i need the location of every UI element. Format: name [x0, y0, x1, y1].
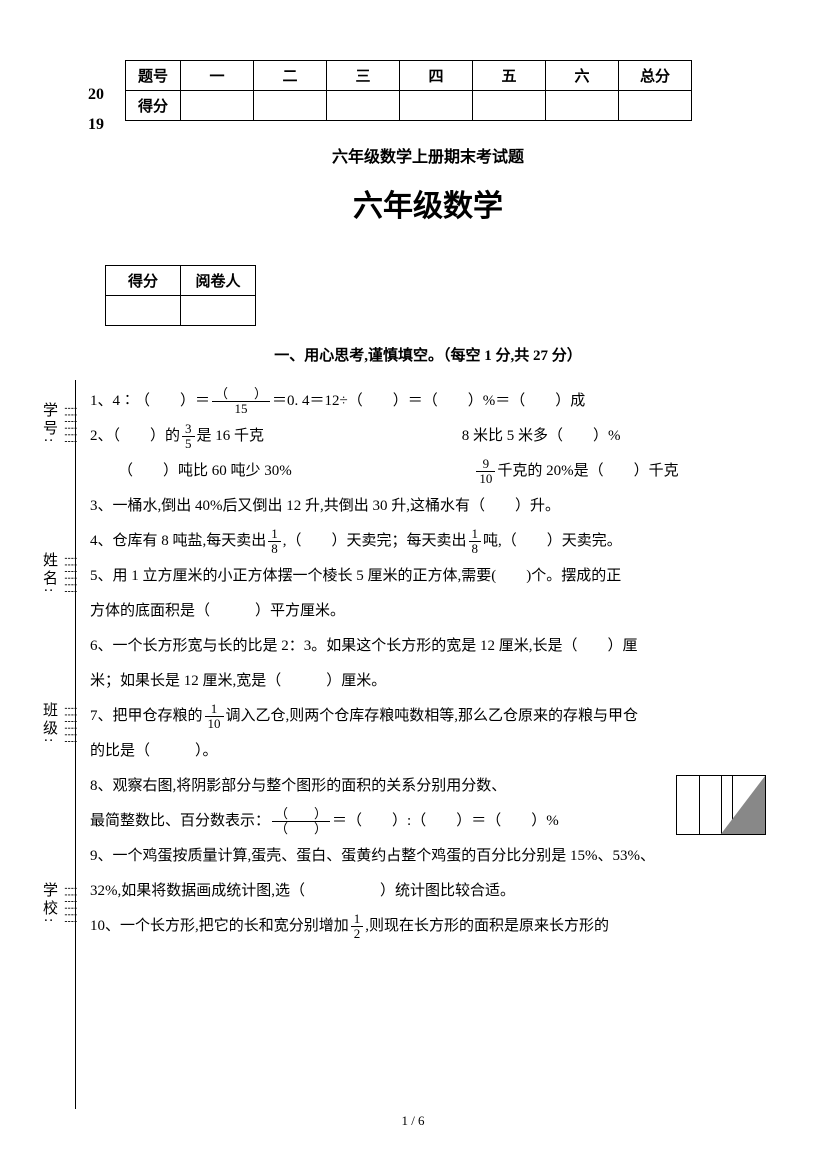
header-cell: 五	[473, 61, 546, 91]
header-cell: 三	[327, 61, 400, 91]
empty-cell	[106, 296, 181, 326]
q1-prefix: 1、4∶（ ）＝	[90, 393, 210, 409]
fraction: 35	[182, 422, 195, 452]
question-3: 3、一桶水,倒出 40%后又倒出 12 升,共倒出 30 升,这桶水有（ ）升。	[90, 490, 766, 523]
q8-diagram	[676, 775, 766, 835]
dotted-line-icon: ┊┊┊┊┊┊	[64, 405, 77, 445]
table-row: 题号 一 二 三 四 五 六 总分	[126, 61, 692, 91]
header-cell: 题号	[126, 61, 181, 91]
question-content: 1、4∶（ ）＝（ ）15＝0. 4＝12÷（ ）＝（ ）%＝（ ）成 2、（ …	[90, 385, 766, 943]
page-number: 1 / 6	[0, 1113, 826, 1129]
empty-cell	[327, 91, 400, 121]
diagram-triangle	[721, 776, 765, 834]
question-9-line1: 9、一个鸡蛋按质量计算,蛋壳、蛋白、蛋黄约占整个鸡蛋的百分比分别是 15%、53…	[90, 840, 766, 873]
empty-cell	[546, 91, 619, 121]
question-2-line1: 2、（ ）的35是 16 千克 8 米比 5 米多（ ）%	[90, 420, 766, 453]
question-7-line2: 的比是（ ）。	[90, 735, 766, 768]
document-title: 六年级数学	[90, 181, 766, 225]
question-1: 1、4∶（ ）＝（ ）15＝0. 4＝12÷（ ）＝（ ）%＝（ ）成	[90, 385, 766, 418]
grader-table: 得分 阅卷人	[105, 265, 256, 326]
question-5-line1: 5、用 1 立方厘米的小正方体摆一个棱长 5 厘米的正方体,需要( )个。摆成的…	[90, 560, 766, 593]
dotted-line-icon: ┊┊┊┊┊┊	[64, 885, 77, 925]
student-id-label: 学号: ┊┊┊┊┊┊	[38, 400, 78, 450]
year-bottom: 19	[88, 110, 104, 140]
table-row: 得分	[126, 91, 692, 121]
grader-header: 阅卷人	[181, 266, 256, 296]
question-7-line1: 7、把甲仓存粮的110调入乙仓,则两个仓库存粮吨数相等,那么乙仓原来的存粮与甲仓	[90, 700, 766, 733]
empty-cell	[400, 91, 473, 121]
empty-cell	[181, 91, 254, 121]
fraction: 12	[351, 912, 364, 942]
header-cell: 六	[546, 61, 619, 91]
q1-suffix: ＝0. 4＝12÷（ ）＝（ ）%＝（ ）成	[272, 393, 585, 409]
class-label: 班级: ┊┊┊┊┊┊	[38, 700, 78, 750]
section-heading: 一、用心思考,谨慎填空。（每空 1 分,共 27 分）	[90, 344, 766, 365]
empty-cell	[619, 91, 692, 121]
fraction: 110	[205, 702, 224, 732]
dotted-line-icon: ┊┊┊┊┊┊	[64, 555, 77, 595]
q2-right: 8 米比 5 米多（ ）%	[462, 420, 766, 453]
question-6-line2: 米；如果长是 12 厘米,宽是（ ）厘米。	[90, 665, 766, 698]
question-9-line2: 32%,如果将数据画成统计图,选（ ）统计图比较合适。	[90, 875, 766, 908]
q2-right2: 910千克的 20%是（ ）千克	[474, 455, 766, 488]
question-10: 10、一个长方形,把它的长和宽分别增加12,则现在长方形的面积是原来长方形的	[90, 910, 766, 943]
table-row: 得分 阅卷人	[106, 266, 256, 296]
fraction: （ ）（ ）	[272, 807, 330, 837]
score-header: 得分	[106, 266, 181, 296]
empty-cell	[254, 91, 327, 121]
q2-left: 2、（ ）的35是 16 千克	[90, 420, 462, 453]
question-8-line1: 8、观察右图,将阴影部分与整个图形的面积的关系分别用分数、	[90, 770, 666, 803]
dotted-line-icon: ┊┊┊┊┊┊	[64, 705, 77, 745]
fraction: 18	[469, 527, 482, 557]
question-4: 4、仓库有 8 吨盐,每天卖出18,（ ）天卖完；每天卖出18吨,（ ）天卖完。	[90, 525, 766, 558]
score-header-table: 题号 一 二 三 四 五 六 总分 得分	[125, 60, 692, 121]
year-label: 20 19	[88, 80, 104, 140]
school-label: 学校: ┊┊┊┊┊┊	[38, 880, 78, 930]
question-6-line1: 6、一个长方形宽与长的比是 2：3。如果这个长方形的宽是 12 厘米,长是（ ）…	[90, 630, 766, 663]
q2-left2: （ ）吨比 60 吨少 30%	[118, 455, 474, 488]
header-cell: 四	[400, 61, 473, 91]
question-8-line2: 最简整数比、百分数表示：（ ）（ ）＝（ ）:（ ）＝（ ）%	[90, 805, 666, 838]
document-subtitle: 六年级数学上册期末考试题	[90, 143, 766, 167]
header-cell: 二	[254, 61, 327, 91]
fraction: （ ）15	[212, 387, 270, 417]
name-label: 姓名: ┊┊┊┊┊┊	[38, 550, 78, 600]
header-cell: 总分	[619, 61, 692, 91]
year-top: 20	[88, 80, 104, 110]
table-row	[106, 296, 256, 326]
empty-cell	[181, 296, 256, 326]
question-8: 8、观察右图,将阴影部分与整个图形的面积的关系分别用分数、 最简整数比、百分数表…	[90, 770, 766, 840]
fraction: 910	[476, 457, 495, 487]
score-label-cell: 得分	[126, 91, 181, 121]
header-cell: 一	[181, 61, 254, 91]
empty-cell	[473, 91, 546, 121]
fraction: 18	[268, 527, 281, 557]
question-2-line2: （ ）吨比 60 吨少 30% 910千克的 20%是（ ）千克	[90, 455, 766, 488]
question-5-line2: 方体的底面积是（ ）平方厘米。	[90, 595, 766, 628]
diagram-line	[699, 776, 700, 834]
